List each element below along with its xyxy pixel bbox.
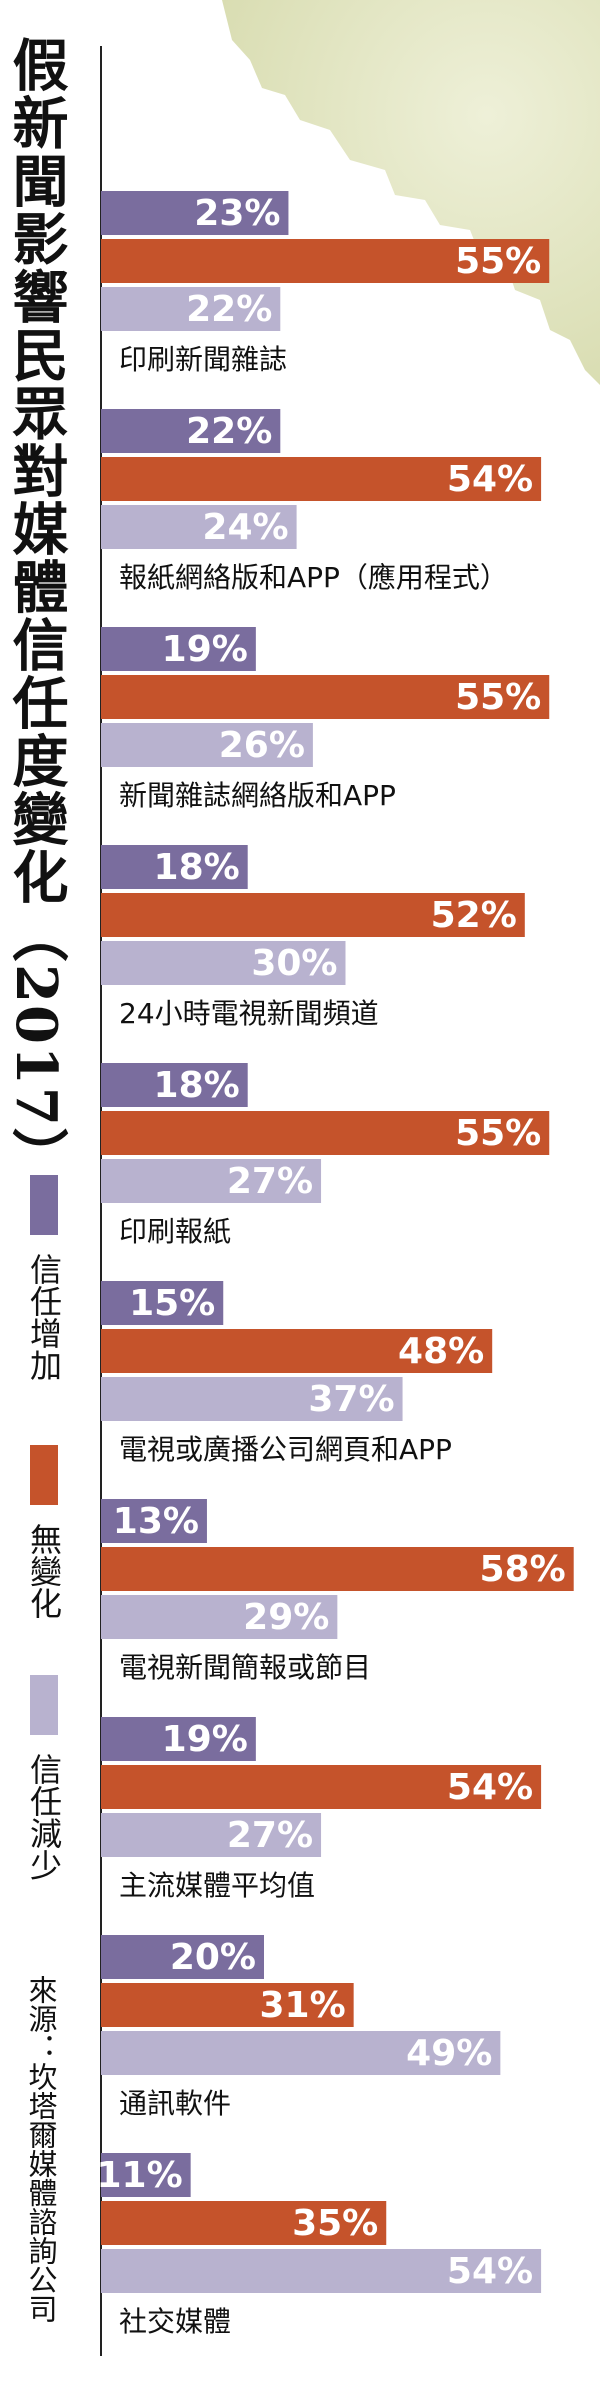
value-label: 55%	[455, 1113, 541, 1154]
value-label: 27%	[227, 1815, 313, 1856]
category-label: 報紙網絡版和APP（應用程式）	[119, 561, 508, 594]
bar	[101, 1281, 224, 1325]
category-label: 主流媒體平均值	[119, 1869, 315, 1902]
category-label: 電視或廣播公司網頁和APP	[119, 1433, 452, 1466]
value-label: 30%	[251, 943, 337, 984]
bar	[101, 1159, 322, 1203]
value-label: 29%	[243, 1597, 329, 1638]
value-label: 54%	[447, 459, 533, 500]
value-label: 26%	[219, 725, 305, 766]
legend-swatch	[30, 1675, 58, 1735]
bar	[101, 1329, 493, 1373]
value-label: 24%	[202, 507, 288, 548]
source-note: 來源：坎塔爾媒體諮詢公司	[24, 1975, 58, 2323]
bar	[101, 1983, 354, 2027]
value-label: 55%	[455, 241, 541, 282]
bar	[101, 1935, 264, 1979]
value-label: 49%	[406, 2033, 492, 2074]
bar	[101, 457, 542, 501]
bar	[101, 287, 281, 331]
category-label: 電視新聞簡報或節目	[119, 1651, 371, 1684]
bar	[101, 1765, 542, 1809]
bar	[101, 1377, 403, 1421]
bar	[101, 1595, 338, 1639]
category-label: 新聞雜誌網絡版和APP	[119, 779, 396, 812]
bar	[101, 239, 550, 283]
bar	[101, 2153, 191, 2197]
bar	[101, 505, 297, 549]
bar	[101, 941, 346, 985]
bar	[101, 1813, 322, 1857]
bar	[101, 409, 281, 453]
bar	[101, 2031, 501, 2075]
map-background	[222, 0, 600, 385]
value-label: 27%	[227, 1161, 313, 1202]
bar	[101, 627, 256, 671]
value-label: 15%	[129, 1283, 215, 1324]
legend-label: 信任減少	[25, 1753, 63, 1881]
bar	[101, 675, 550, 719]
value-label: 22%	[186, 411, 272, 452]
bar	[101, 845, 248, 889]
category-label: 社交媒體	[119, 2305, 231, 2338]
bar	[101, 191, 289, 235]
legend-swatch	[30, 1445, 58, 1505]
value-label: 35%	[292, 2203, 378, 2244]
value-label: 54%	[447, 2251, 533, 2292]
bar	[101, 1717, 256, 1761]
category-label: 通訊軟件	[119, 2087, 231, 2120]
value-label: 58%	[480, 1549, 566, 1590]
bar	[101, 1063, 248, 1107]
bar	[101, 893, 525, 937]
value-label: 55%	[455, 677, 541, 718]
value-label: 54%	[447, 1767, 533, 1808]
value-label: 52%	[431, 895, 517, 936]
category-label: 印刷報紙	[119, 1215, 231, 1248]
value-label: 18%	[154, 847, 240, 888]
bar	[101, 1499, 207, 1543]
value-label: 19%	[162, 629, 248, 670]
value-label: 37%	[308, 1379, 394, 1420]
value-label: 13%	[113, 1501, 199, 1542]
bar	[101, 1111, 550, 1155]
value-label: 19%	[162, 1719, 248, 1760]
value-label: 18%	[154, 1065, 240, 1106]
category-label: 24小時電視新聞頻道	[119, 997, 379, 1030]
value-label: 20%	[170, 1937, 256, 1978]
bar	[101, 1547, 574, 1591]
category-label: 印刷新聞雜誌	[119, 343, 287, 376]
legend-label: 信任增加	[25, 1253, 63, 1381]
value-label: 22%	[186, 289, 272, 330]
legend-swatch	[30, 1175, 58, 1235]
bar	[101, 2201, 387, 2245]
chart-title: 假新聞影響民眾對媒體信任度變化（2017）	[3, 36, 69, 1186]
bar	[101, 723, 313, 767]
bar	[101, 2249, 542, 2293]
value-label: 11%	[96, 2155, 182, 2196]
value-label: 48%	[398, 1331, 484, 1372]
value-label: 23%	[194, 193, 280, 234]
value-label: 31%	[259, 1985, 345, 2026]
legend-label: 無變化	[25, 1523, 63, 1619]
